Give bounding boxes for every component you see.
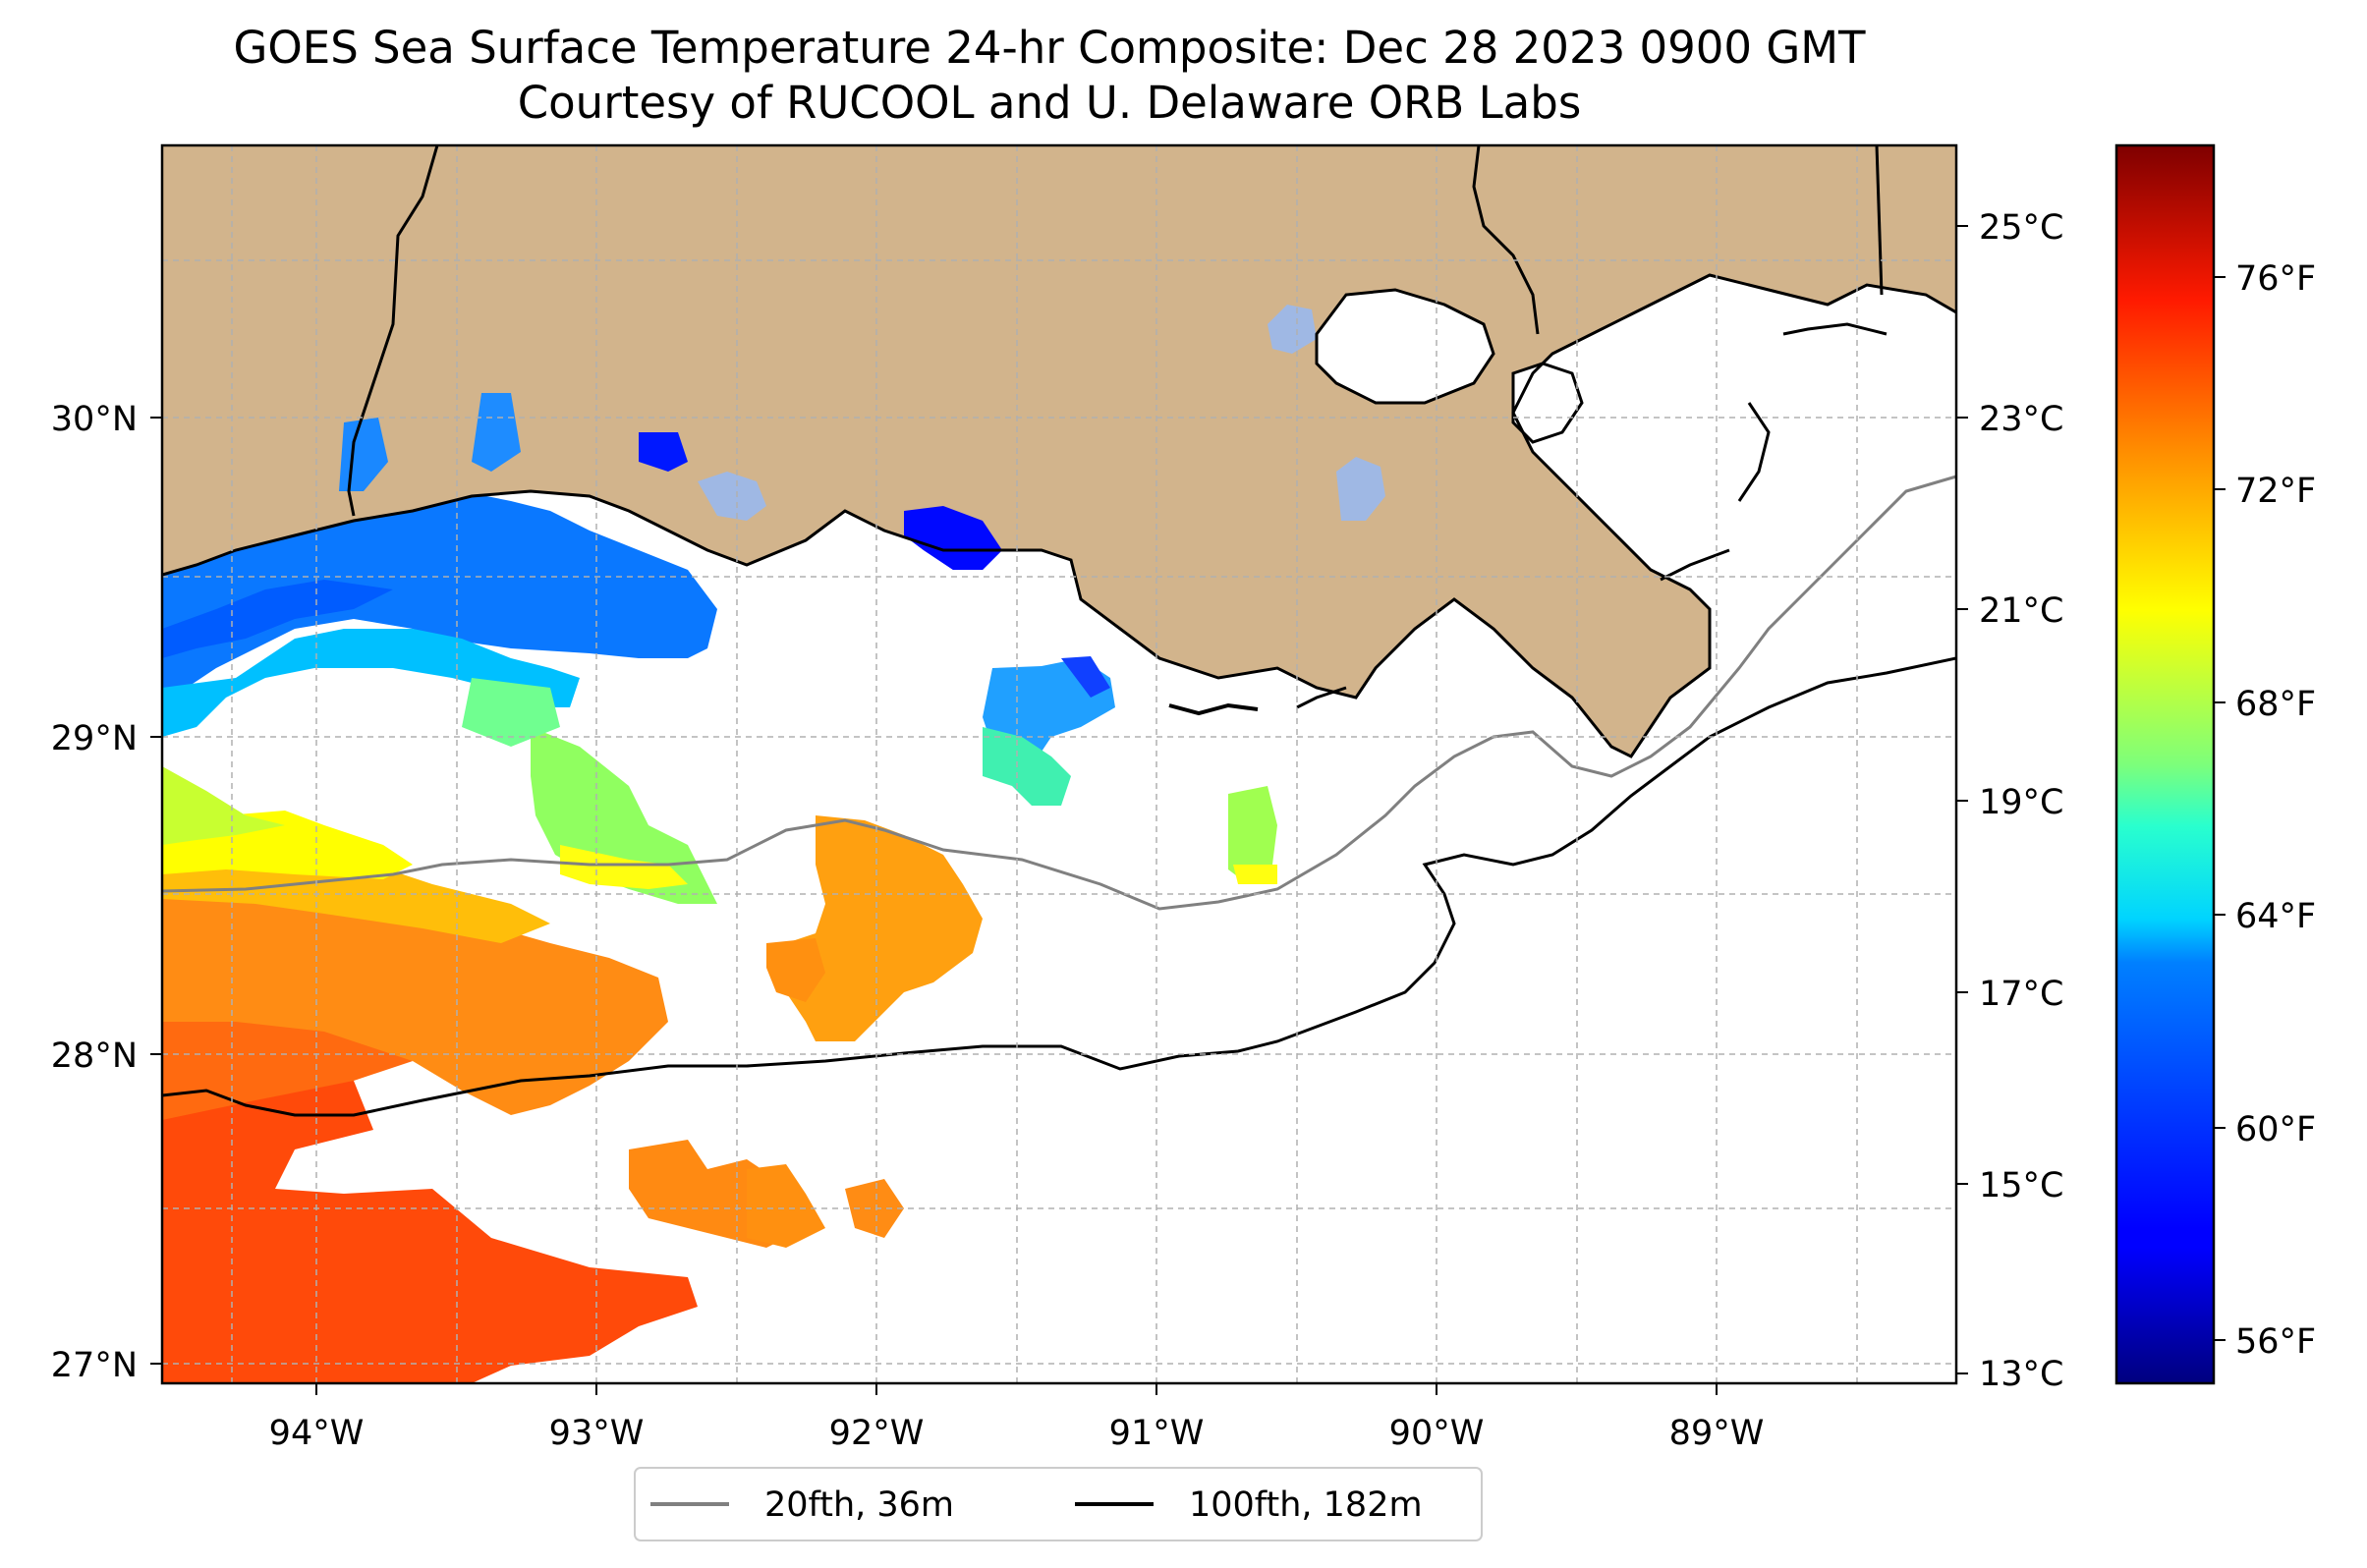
lon-tick-labels: 94°W 93°W 92°W 91°W 90°W 89°W [269, 1414, 1765, 1453]
legend-box [634, 1467, 1483, 1541]
land-layer [162, 145, 1956, 756]
lon-tick-label: 91°W [1109, 1414, 1205, 1453]
contour-100fth [162, 656, 1956, 1117]
fahrenheit-ticks [2214, 276, 2226, 1341]
lon-tick-label: 93°W [549, 1414, 645, 1453]
colorbar [2114, 143, 2216, 1385]
contour-20fth [162, 475, 1956, 911]
lat-tick-labels: 30°N 29°N 28°N 27°N [51, 400, 138, 1385]
lat-tick-label: 28°N [51, 1036, 138, 1076]
title-line-2: Courtesy of RUCOOL and U. Delaware ORB L… [518, 77, 1582, 129]
lat-tick-label: 27°N [51, 1346, 138, 1385]
fahrenheit-tick-label: 68°F [2235, 685, 2316, 724]
celsius-ticks [1956, 225, 1968, 1374]
fahrenheit-tick-label: 60°F [2235, 1110, 2316, 1149]
lon-axis [315, 1383, 1718, 1395]
celsius-tick-label: 17°C [1979, 975, 2063, 1014]
celsius-tick-label: 25°C [1979, 208, 2063, 248]
gridlines [162, 145, 1956, 1383]
legend-label-20fth: 20fth, 36m [764, 1485, 954, 1525]
lat-axis [150, 417, 162, 1365]
sst-data-layer [162, 393, 1277, 1383]
coastline-layer [162, 145, 1956, 758]
celsius-tick-label: 13°C [1979, 1355, 2063, 1394]
lon-tick-label: 90°W [1389, 1414, 1485, 1453]
lat-tick-label: 29°N [51, 719, 138, 758]
fahrenheit-tick-label: 64°F [2235, 897, 2316, 936]
celsius-tick-label: 21°C [1979, 591, 2063, 631]
celsius-tick-label: 15°C [1979, 1166, 2063, 1205]
lon-tick-label: 89°W [1669, 1414, 1765, 1453]
title-line-1: GOES Sea Surface Temperature 24-hr Compo… [233, 22, 1866, 74]
lon-tick-label: 92°W [829, 1414, 925, 1453]
celsius-tick-labels: 25°C 23°C 21°C 19°C 17°C 15°C 13°C [1979, 208, 2063, 1394]
celsius-tick-label: 19°C [1979, 783, 2063, 822]
map-panel [162, 145, 1956, 1383]
fahrenheit-tick-label: 72°F [2235, 472, 2316, 511]
legend-label-100fth: 100fth, 182m [1189, 1485, 1423, 1525]
fahrenheit-tick-label: 76°F [2235, 259, 2316, 299]
lat-tick-label: 30°N [51, 400, 138, 439]
map-frame [160, 143, 1958, 1385]
celsius-tick-label: 23°C [1979, 400, 2063, 439]
lon-tick-label: 94°W [269, 1414, 365, 1453]
legend: 20fth, 36m 100fth, 182m [634, 1467, 1483, 1541]
fahrenheit-tick-label: 56°F [2235, 1322, 2316, 1362]
fahrenheit-tick-labels: 76°F 72°F 68°F 64°F 60°F 56°F [2235, 259, 2316, 1362]
